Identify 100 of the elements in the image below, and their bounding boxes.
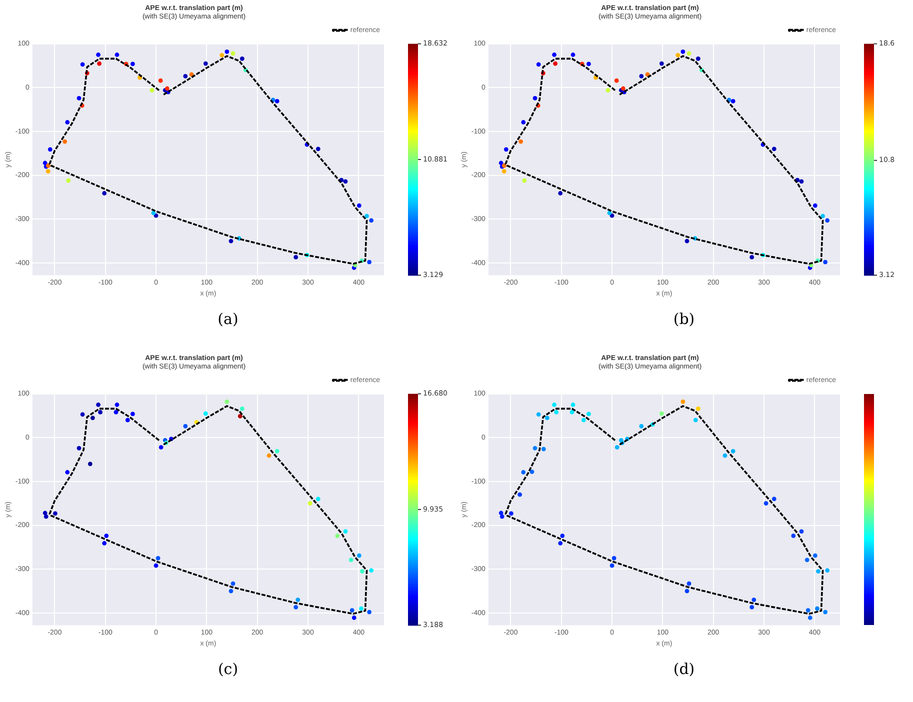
point <box>659 411 664 416</box>
text: (c) <box>216 660 240 678</box>
point <box>532 446 538 450</box>
point <box>274 449 280 454</box>
point <box>183 74 188 78</box>
point <box>294 605 298 610</box>
point <box>228 588 234 594</box>
point <box>518 492 522 497</box>
point <box>502 169 506 174</box>
point <box>335 534 340 538</box>
point <box>823 260 828 264</box>
point <box>65 120 70 124</box>
point <box>554 410 558 414</box>
point <box>730 449 736 454</box>
line-series <box>48 405 368 615</box>
point <box>612 556 616 560</box>
point <box>509 511 514 516</box>
point <box>772 146 776 152</box>
point <box>240 406 244 411</box>
point <box>367 260 372 264</box>
point <box>228 238 234 244</box>
point <box>684 238 690 244</box>
point <box>151 210 156 216</box>
point <box>686 51 692 56</box>
point <box>359 606 364 611</box>
point <box>53 511 58 516</box>
point <box>76 446 82 450</box>
point <box>316 146 320 152</box>
point <box>806 608 810 612</box>
point <box>693 418 698 422</box>
point <box>586 412 591 416</box>
point <box>606 88 610 92</box>
point <box>42 510 48 516</box>
point <box>553 61 558 66</box>
point <box>80 62 85 67</box>
point <box>772 496 776 502</box>
point <box>350 608 354 612</box>
point <box>88 462 92 466</box>
point <box>356 203 362 208</box>
point <box>238 414 242 418</box>
point <box>369 218 374 223</box>
point <box>203 411 208 416</box>
point <box>274 99 280 104</box>
point <box>799 179 804 184</box>
point <box>544 416 550 420</box>
point <box>676 52 680 58</box>
point <box>581 418 586 422</box>
line-series <box>504 405 824 615</box>
point <box>125 418 130 422</box>
point <box>686 581 692 586</box>
point <box>158 445 164 450</box>
point <box>560 534 565 538</box>
point <box>808 616 812 620</box>
point <box>130 412 135 416</box>
point <box>102 541 107 546</box>
point <box>364 214 369 218</box>
point <box>96 52 100 57</box>
point <box>610 563 614 568</box>
point <box>680 49 686 54</box>
point <box>76 96 82 100</box>
point <box>130 62 135 66</box>
point <box>541 446 546 452</box>
point <box>114 402 120 407</box>
point <box>240 56 244 61</box>
text: (b) <box>672 310 696 328</box>
point <box>343 179 348 184</box>
point <box>230 51 236 56</box>
point <box>812 203 818 208</box>
point <box>722 453 728 458</box>
point <box>156 556 160 560</box>
point <box>154 563 158 568</box>
point <box>224 49 230 54</box>
point <box>66 178 71 183</box>
point <box>224 399 230 404</box>
point <box>183 424 188 428</box>
point <box>522 178 527 183</box>
point <box>102 191 107 196</box>
point <box>804 558 810 562</box>
point <box>536 412 541 417</box>
text: (a) <box>216 310 240 328</box>
point <box>684 588 690 594</box>
point <box>825 568 830 573</box>
point <box>230 581 236 586</box>
point <box>696 56 700 61</box>
point <box>348 558 354 562</box>
point <box>294 255 298 260</box>
point <box>558 191 563 196</box>
point <box>114 52 120 57</box>
point <box>680 399 686 404</box>
point <box>812 553 818 558</box>
point <box>65 470 70 474</box>
point <box>504 147 508 152</box>
point <box>639 74 644 78</box>
point <box>536 62 541 67</box>
point <box>521 470 526 474</box>
point <box>639 424 644 428</box>
point <box>552 52 556 57</box>
point <box>360 569 364 574</box>
point <box>764 501 768 506</box>
point <box>570 410 574 414</box>
